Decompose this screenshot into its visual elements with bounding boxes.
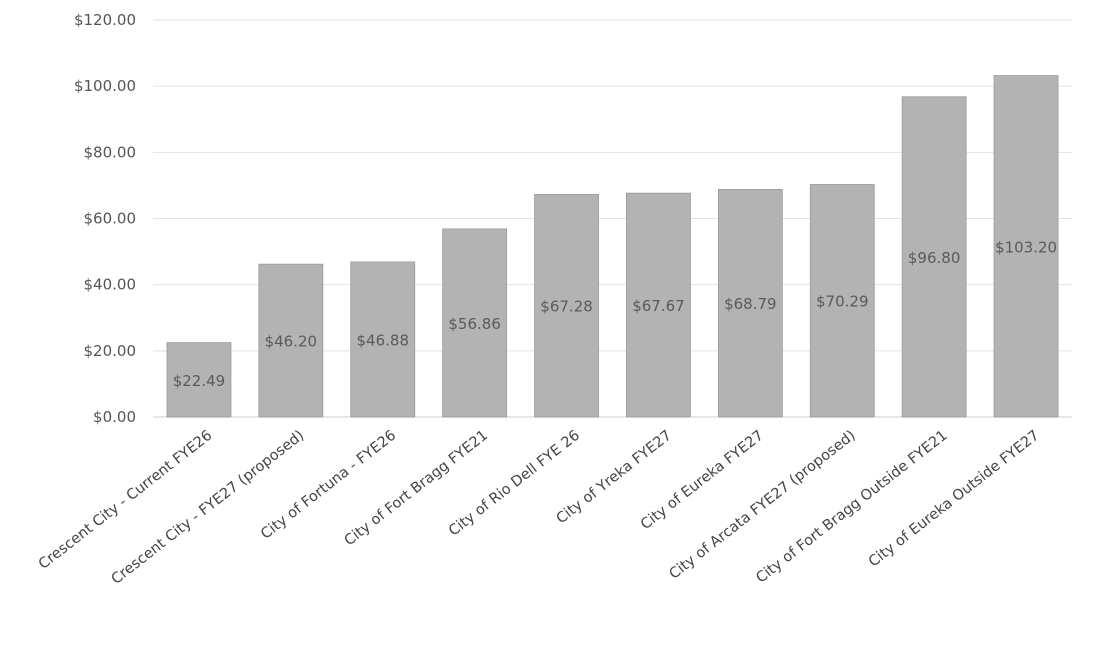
data-label: $103.20 [995, 238, 1057, 256]
data-label: $67.67 [632, 297, 685, 315]
y-tick-label: $40.00 [84, 276, 137, 294]
y-tick-label: $60.00 [84, 210, 137, 228]
bar [166, 342, 232, 418]
y-tick-label: $80.00 [84, 143, 137, 161]
y-tick-label: $20.00 [84, 342, 137, 360]
bars [166, 75, 1059, 418]
bar [626, 192, 691, 418]
y-tick-label: $120.00 [74, 11, 136, 29]
y-tick-label: $100.00 [74, 77, 136, 95]
x-category-label: City of Arcata FYE27 (proposed) [666, 428, 858, 583]
bar [901, 96, 967, 418]
data-label: $46.88 [357, 331, 410, 349]
x-category-label: City of Fort Bragg FYE21 [342, 428, 491, 550]
x-category-label: City of Fort Bragg Outside FYE21 [753, 428, 950, 587]
bar [534, 194, 599, 418]
y-axis-ticks: $0.00 $20.00 $40.00 $60.00 $80.00 $100.00 $120… [74, 11, 136, 426]
bar [350, 261, 416, 418]
bar [442, 228, 508, 418]
data-label: $67.28 [540, 298, 593, 316]
x-category-label: Crescent City - FYE27 (proposed) [109, 428, 308, 588]
bar [993, 75, 1059, 418]
data-label: $96.80 [908, 249, 961, 267]
y-tick-label: $0.00 [93, 408, 136, 426]
data-label: $56.86 [448, 315, 501, 333]
data-label: $70.29 [816, 293, 869, 311]
data-label: $46.20 [265, 333, 318, 351]
data-label: $22.49 [173, 372, 226, 390]
x-category-label: City of Eureka Outside FYE27 [866, 428, 1043, 571]
bar [809, 184, 875, 418]
bar [258, 263, 324, 418]
bar [717, 189, 783, 418]
x-category-label: Crescent City - Current FYE26 [36, 428, 216, 573]
data-label: $68.79 [724, 295, 777, 313]
data-labels: $22.49 $46.20 $46.88 $56.86 $67.28 $67.67 $68.… [173, 238, 1057, 390]
